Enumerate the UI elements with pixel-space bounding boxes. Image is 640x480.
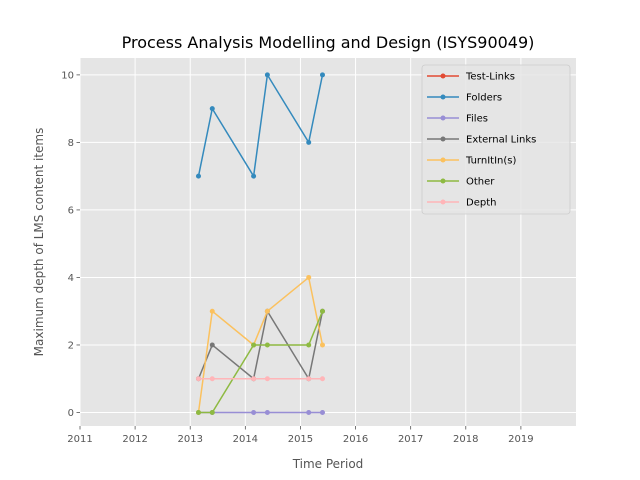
series-line (197, 72, 324, 179)
legend-item: Files (427, 114, 488, 125)
x-tick-label: 2013 (177, 434, 202, 445)
legend-marker (440, 115, 446, 121)
data-point (319, 409, 325, 415)
x-axis-label: Time Period (292, 457, 364, 471)
data-point (209, 342, 215, 348)
legend-label: Folders (466, 93, 502, 104)
tick-labels: 2011 2012 2013 2014 2015 2016 2017 2018 2019 0 2 4 6… (61, 70, 533, 445)
data-point (264, 308, 270, 314)
y-tick-label: 4 (68, 273, 74, 284)
y-axis-label: Maximum depth of LMS content items (32, 128, 46, 357)
legend-marker (440, 178, 446, 184)
y-tick-label: 2 (68, 340, 74, 351)
series (195, 308, 325, 415)
data-point (319, 376, 325, 382)
data-point (306, 376, 312, 382)
data-point (209, 106, 215, 112)
x-tick-label: 2015 (288, 434, 313, 445)
data-point (209, 409, 215, 415)
data-point (319, 72, 325, 78)
x-tick-label: 2017 (398, 434, 423, 445)
legend-box (421, 64, 571, 215)
series-line (197, 276, 324, 413)
data-point (306, 342, 312, 348)
data-point (195, 409, 201, 415)
data-point (306, 139, 312, 145)
y-tick-label: 8 (68, 138, 74, 149)
data-point (319, 308, 325, 314)
series-group (195, 72, 325, 415)
x-tick-label: 2016 (343, 434, 368, 445)
x-tick-label: 2019 (508, 434, 533, 445)
legend-label: Test-Links (465, 72, 515, 83)
legend-item: Other (427, 177, 495, 188)
x-tick-label: 2011 (67, 434, 92, 445)
data-point (195, 376, 201, 382)
legend: Test-Links Folders Files External Links Turn… (421, 64, 571, 215)
data-point (306, 274, 312, 280)
legend-label: External Links (466, 135, 536, 146)
data-point (251, 409, 257, 415)
x-tick-label: 2012 (122, 434, 147, 445)
legend-marker (440, 73, 446, 79)
data-point (195, 173, 201, 179)
y-tick-label: 0 (68, 408, 74, 419)
legend-item: Depth (427, 198, 496, 209)
data-point (264, 72, 270, 78)
data-point (264, 409, 270, 415)
legend-item: Test-Links (427, 72, 515, 83)
y-tick-label: 10 (61, 70, 74, 81)
x-tick-label: 2014 (233, 434, 258, 445)
data-point (251, 376, 257, 382)
series (195, 376, 325, 382)
x-tick-label: 2018 (453, 434, 478, 445)
data-point (306, 409, 312, 415)
data-point (319, 342, 325, 348)
legend-marker (440, 199, 446, 205)
series (195, 72, 325, 179)
legend-marker (440, 94, 446, 100)
legend-marker (440, 136, 446, 142)
chart-title: Process Analysis Modelling and Design (I… (122, 33, 535, 52)
data-point (264, 376, 270, 382)
legend-marker (440, 157, 446, 163)
legend-label: Other (466, 177, 495, 188)
legend-item: Folders (427, 93, 502, 104)
y-tick-label: 6 (68, 205, 74, 216)
data-point (264, 342, 270, 348)
data-point (209, 308, 215, 314)
legend-item: External Links (427, 135, 536, 146)
data-point (251, 173, 257, 179)
legend-label: Files (466, 114, 488, 125)
legend-label: TurnItIn(s) (465, 156, 516, 167)
data-point (209, 376, 215, 382)
legend-label: Depth (466, 198, 496, 209)
data-point (251, 342, 257, 348)
legend-item: TurnItIn(s) (427, 156, 516, 167)
